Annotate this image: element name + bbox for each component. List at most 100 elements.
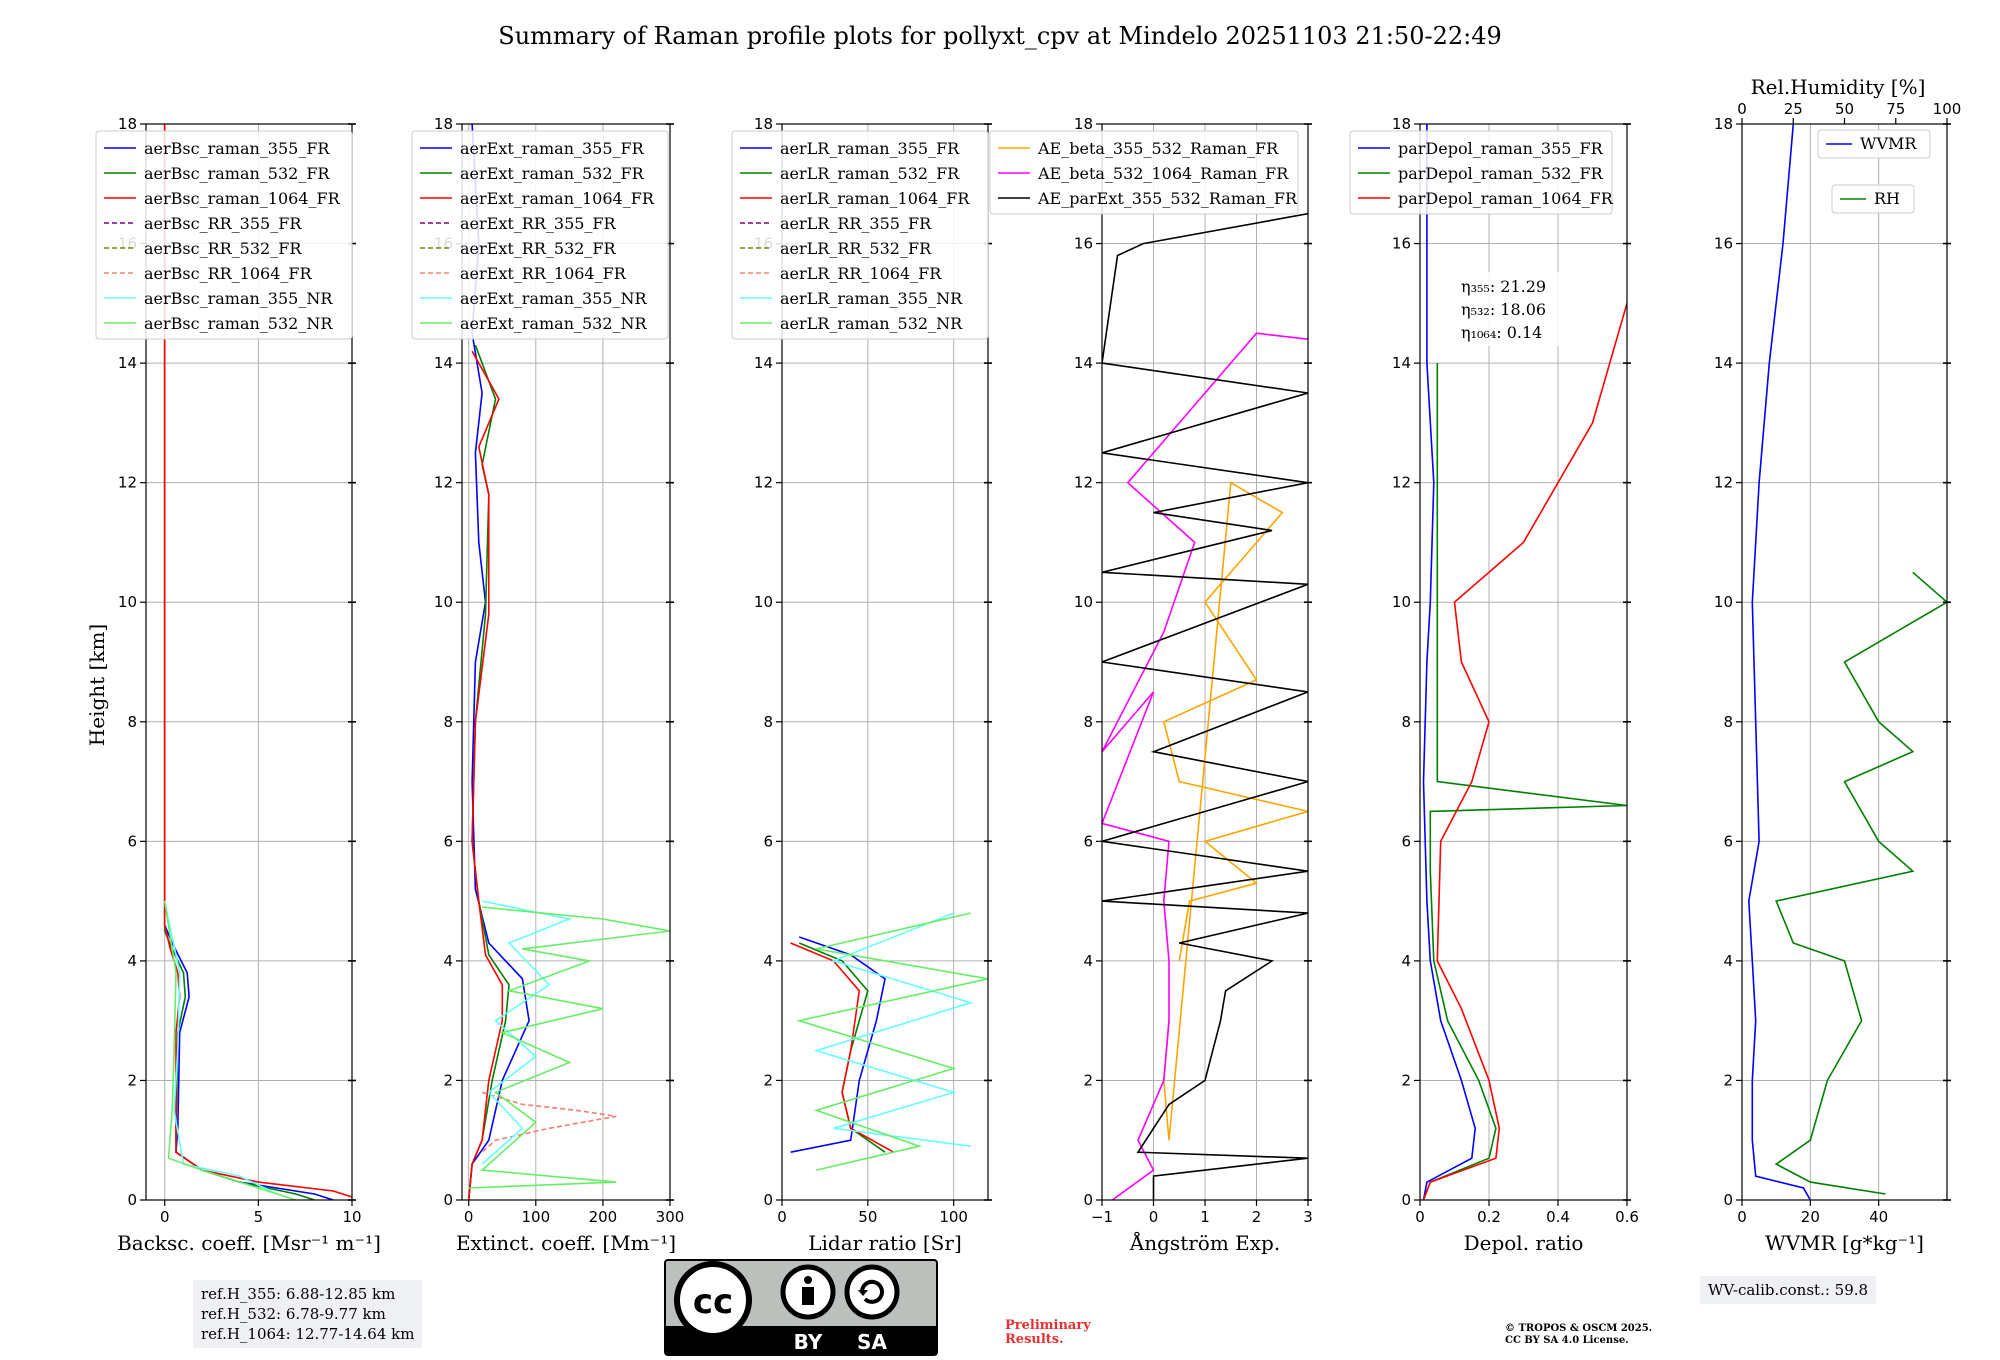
legend: aerLR_raman_355_FR aerLR_raman_532_FR aerL… xyxy=(731,130,989,340)
series-line-parDepol_raman_532_FR xyxy=(1422,363,1627,1200)
wv-calib-const: WV-calib.const.: 59.8 xyxy=(1708,1281,1869,1299)
y-tick-label: 6 xyxy=(1083,832,1093,850)
x-axis-label: Extinct. coeff. [Mm⁻¹] xyxy=(456,1231,676,1255)
y-tick-label: 2 xyxy=(443,1071,453,1089)
x-tick-label: 0 xyxy=(1415,1208,1425,1226)
x-tick-label: 0 xyxy=(160,1208,170,1226)
x-tick-label: 0.6 xyxy=(1615,1208,1639,1226)
legend-label: aerLR_RR_532_FR xyxy=(780,239,932,258)
panels: 0246810121416180510Backsc. coeff. [Msr⁻¹… xyxy=(95,115,1951,1255)
y-tick-label: 18 xyxy=(1392,115,1411,133)
panel-lidar_ratio: 024681012141618050100Lidar ratio [Sr]aer… xyxy=(731,115,992,1255)
sa-label: SA xyxy=(857,1330,887,1354)
y-tick-label: 6 xyxy=(443,832,453,850)
y-tick-label: 10 xyxy=(1714,593,1733,611)
y-tick-label: 2 xyxy=(127,1071,137,1089)
legend: WVMR RH xyxy=(1817,129,1931,214)
legend-label: aerLR_RR_355_FR xyxy=(780,214,932,233)
series-group xyxy=(790,912,988,1171)
x-tick-label: −1 xyxy=(1091,1208,1113,1226)
y-tick-label: 8 xyxy=(1401,713,1411,731)
y-tick-label: 18 xyxy=(1074,115,1093,133)
rh-tick-label: 75 xyxy=(1886,100,1905,118)
y-tick-label: 4 xyxy=(1723,952,1733,970)
y-tick-label: 12 xyxy=(754,474,773,492)
series-line-parDepol_raman_355_FR xyxy=(1422,124,1477,1200)
series-line-AE_parExt_355_532_Raman_FR xyxy=(1102,212,1308,1200)
panel-depolarization: 0 2 4 6 8 10 12 14 16 18 0 0.2 0.4 0.6 Depol. ratio par… xyxy=(1349,115,1639,1255)
series-line-aerBsc_raman_532_NR xyxy=(163,900,297,1200)
series-group xyxy=(467,124,670,1200)
y-tick-label: 6 xyxy=(127,832,137,850)
series-group xyxy=(163,124,352,1200)
x-axis-label: Backsc. coeff. [Msr⁻¹ m⁻¹] xyxy=(117,1231,381,1255)
series-line-aerExt_raman_532_NR xyxy=(468,906,670,1189)
rh-tick-label: 50 xyxy=(1835,100,1854,118)
y-tick-label: 18 xyxy=(434,115,453,133)
y-tick-label: 0 xyxy=(1401,1191,1411,1209)
series-line-aerExt_raman_355_FR xyxy=(467,124,530,1200)
y-tick-label: 4 xyxy=(127,952,137,970)
x-axis-label: Lidar ratio [Sr] xyxy=(808,1231,962,1255)
y-tick-label: 2 xyxy=(1723,1071,1733,1089)
legend-box xyxy=(1831,184,1915,214)
y-axis-label: Height [km] xyxy=(85,624,109,746)
panel-wvmr: 0 2 4 6 8 10 12 14 16 18 0 20 40 WVMR [g*kg⁻¹] WVMR RH xyxy=(1714,115,1951,1255)
y-tick-label: 16 xyxy=(1074,235,1093,253)
x-tick-label: 100 xyxy=(939,1208,968,1226)
rh-tick-label: 0 xyxy=(1737,100,1747,118)
y-tick-label: 4 xyxy=(1401,952,1411,970)
series-line-aerExt_RR_1064_FR xyxy=(481,1091,617,1153)
y-tick-label: 12 xyxy=(1714,474,1733,492)
x-tick-label: 0 xyxy=(1149,1208,1159,1226)
legend-label: aerLR_RR_1064_FR xyxy=(780,264,942,283)
copyright-line-2: CC BY SA 4.0 License. xyxy=(1505,1335,1629,1346)
x-axis-label: Ångström Exp. xyxy=(1129,1230,1280,1255)
legend: aerExt_raman_355_FR aerExt_raman_532_FRae… xyxy=(411,130,669,340)
legend-label: parDepol_raman_532_FR xyxy=(1398,164,1604,183)
legend-label: aerExt_raman_532_FR xyxy=(460,164,645,183)
y-tick-label: 12 xyxy=(1074,474,1093,492)
y-tick-label: 8 xyxy=(1723,713,1733,731)
plot-frame xyxy=(781,123,989,1201)
rh-tick-label: 100 xyxy=(1933,100,1962,118)
series-line-aerExt_raman_1064_FR xyxy=(467,350,504,1200)
x-tick-label: 300 xyxy=(656,1208,685,1226)
legend-box xyxy=(731,130,989,340)
ref-h-355: ref.H_355: 6.88-12.85 km xyxy=(201,1285,396,1303)
y-tick-label: 4 xyxy=(1083,952,1093,970)
y-tick-label: 6 xyxy=(1401,832,1411,850)
legend-label: aerExt_RR_532_FR xyxy=(460,239,617,258)
legend-label: aerExt_RR_355_FR xyxy=(460,214,617,233)
x-axis-label: Depol. ratio xyxy=(1464,1231,1584,1255)
legend-label: AE_parExt_355_532_Raman_FR xyxy=(1037,189,1298,208)
legend-label: aerLR_raman_355_NR xyxy=(780,289,963,308)
y-tick-label: 8 xyxy=(443,713,453,731)
rh-axis-label: Rel.Humidity [%] xyxy=(1751,75,1926,99)
legend-label: aerExt_raman_532_NR xyxy=(460,314,648,333)
preliminary-line-2: Results. xyxy=(1005,1332,1064,1347)
x-axis-label: WVMR [g*kg⁻¹] xyxy=(1765,1231,1924,1255)
by-label: BY xyxy=(794,1330,823,1354)
y-tick-label: 14 xyxy=(434,354,453,372)
copyright-line-1: © TROPOS & OSCM 2025. xyxy=(1505,1323,1653,1334)
x-tick-label: 0 xyxy=(1737,1208,1747,1226)
y-tick-label: 14 xyxy=(1074,354,1093,372)
y-tick-label: 0 xyxy=(1083,1191,1093,1209)
y-tick-label: 14 xyxy=(118,354,137,372)
panel-backscatter: 0246810121416180510Backsc. coeff. [Msr⁻¹… xyxy=(95,115,381,1255)
legend-label: aerBsc_RR_532_FR xyxy=(144,239,302,258)
y-tick-label: 18 xyxy=(754,115,773,133)
eta-annotations: η₃₅₅: 21.29 η₅₃₂: 18.06 η₁₀₆₄: 0.14 xyxy=(1455,272,1577,346)
legend-label: aerLR_raman_1064_FR xyxy=(780,189,970,208)
preliminary-note: Preliminary Results. xyxy=(1005,1319,1115,1347)
cc-mark: cc xyxy=(693,1282,733,1322)
y-tick-label: 10 xyxy=(118,593,137,611)
y-tick-label: 2 xyxy=(1401,1071,1411,1089)
legend-label: aerBsc_raman_532_FR xyxy=(144,164,330,183)
y-tick-label: 14 xyxy=(1714,354,1733,372)
legend-label: aerExt_raman_1064_FR xyxy=(460,189,655,208)
ref-h-1064: ref.H_1064: 12.77-14.64 km xyxy=(201,1325,415,1343)
x-tick-label: 40 xyxy=(1869,1208,1888,1226)
